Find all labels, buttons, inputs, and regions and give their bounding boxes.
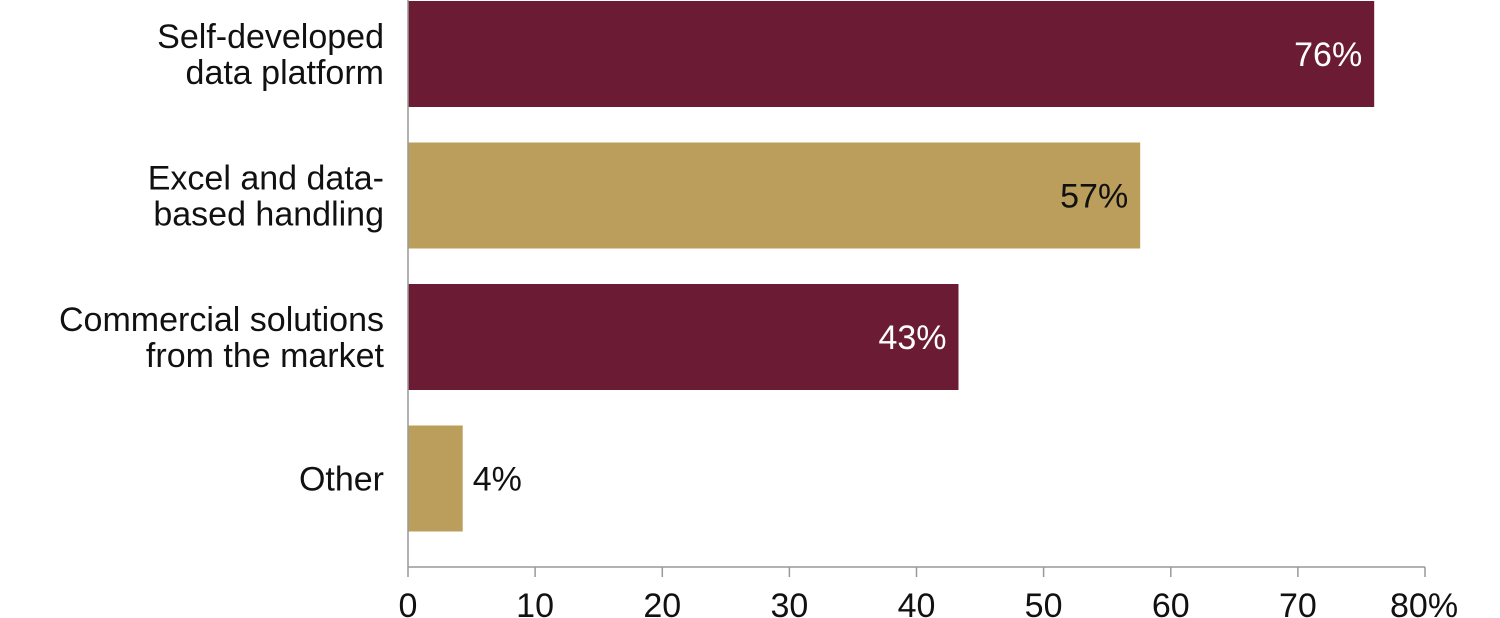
data-label-2: 57%	[1060, 178, 1128, 216]
category-label-4: Other	[299, 461, 384, 499]
x-tick-label-5: 50	[1025, 587, 1063, 618]
data-label-1: 76%	[1294, 36, 1362, 74]
category-label-line: based handling	[153, 196, 384, 234]
bar-4	[408, 425, 463, 532]
category-label-1: Self-developed data platform	[157, 18, 384, 92]
x-tick-label-4: 40	[898, 587, 936, 618]
bars-layer	[408, 1, 1375, 532]
bar-3	[408, 284, 959, 390]
x-tick-label-1: 10	[516, 587, 554, 618]
labels-layer: 76% Self-developed data platform 57% Excel a…	[59, 18, 1362, 499]
category-label-line: Commercial solutions	[59, 301, 384, 339]
data-label-4: 4%	[473, 461, 522, 499]
x-tick-label-6: 60	[1152, 587, 1190, 618]
x-axis: 0 10 20 30 40 50 60 70 80%	[399, 0, 1458, 618]
category-label-2: Excel and data-based handling	[148, 160, 384, 234]
category-label-line: Excel and data-	[148, 160, 384, 198]
category-label-line: Other	[299, 461, 384, 499]
x-tick-label-8: 80%	[1390, 587, 1458, 618]
data-label-3: 43%	[878, 319, 946, 357]
category-label-3: Commercial solutions from the market	[59, 301, 385, 375]
x-tick-label-2: 20	[643, 587, 681, 618]
category-label-line: from the market	[146, 337, 385, 375]
category-label-line: Self-developed	[157, 18, 384, 56]
x-tick-label-0: 0	[399, 587, 418, 618]
category-label-line: data platform	[186, 54, 384, 92]
bar-1	[408, 1, 1375, 107]
bar-2	[408, 142, 1141, 249]
x-tick-label-3: 30	[770, 587, 808, 618]
x-tick-label-7: 70	[1279, 587, 1317, 618]
